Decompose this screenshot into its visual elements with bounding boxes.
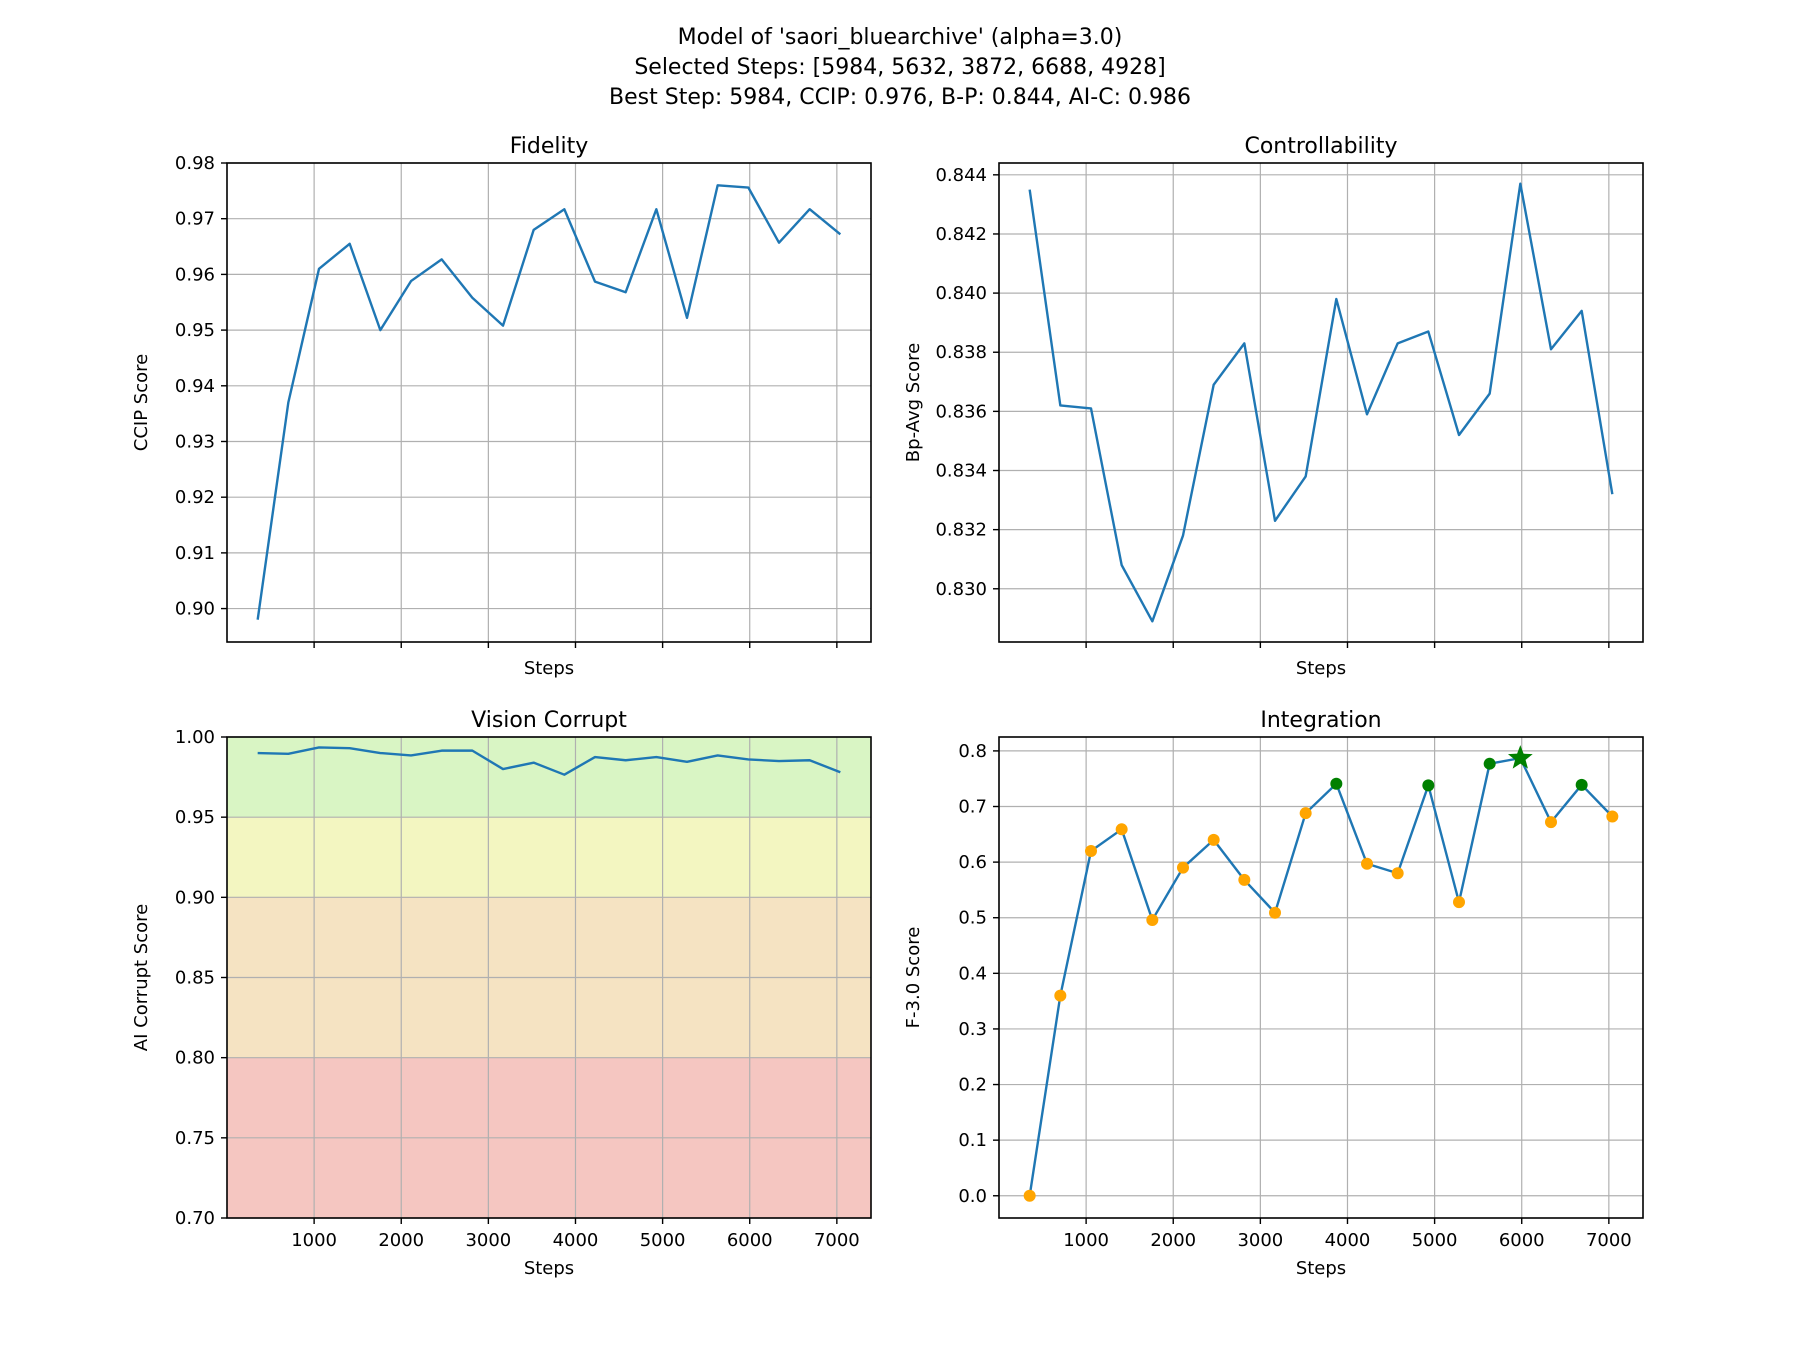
controllability-ytick-label-4: 0.838 — [935, 342, 987, 363]
controllability-xlabel: Steps — [1296, 658, 1346, 679]
controllability-series-line — [1028, 182, 1614, 623]
vision-corrupt-ytick-label-5: 0.95 — [175, 807, 215, 828]
suptitle-line-2: Selected Steps: [5984, 5632, 3872, 6688,… — [634, 55, 1165, 80]
integration-point-7 — [1238, 873, 1251, 886]
vision-corrupt-ytick-label-2: 0.80 — [175, 1048, 215, 1069]
integration-point-17 — [1545, 816, 1557, 829]
integration-point-8 — [1269, 906, 1281, 919]
fidelity-ytick-label-0: 0.90 — [175, 599, 215, 620]
integration-ytick-label-8: 0.8 — [958, 741, 987, 762]
vision-corrupt-title: Vision Corrupt — [471, 708, 627, 733]
integration-ytick-label-5: 0.5 — [958, 908, 987, 929]
controllability-axes-frame — [998, 162, 1644, 643]
integration-point-selected-13 — [1422, 779, 1435, 792]
controllability-ytick-label-7: 0.844 — [935, 165, 987, 186]
fidelity-title: Fidelity — [510, 134, 589, 159]
integration-xtick-label-2: 3000 — [1237, 1230, 1283, 1251]
vision-corrupt-ytick-label-4: 0.90 — [175, 887, 215, 908]
integration-point-selected-18 — [1575, 778, 1588, 791]
integration-point-2 — [1085, 844, 1097, 857]
integration-xtick-label-5: 6000 — [1499, 1230, 1545, 1251]
integration-point-12 — [1391, 867, 1404, 880]
suptitle-line-1: Model of 'saori_bluearchive' (alpha=3.0) — [678, 25, 1123, 50]
integration-ytick-label-3: 0.3 — [958, 1019, 987, 1040]
fidelity-ytick-label-8: 0.98 — [175, 153, 215, 174]
vision-corrupt-xtick-label-5: 6000 — [727, 1230, 773, 1251]
controllability-ytick-label-3: 0.836 — [935, 401, 987, 422]
integration-point-1 — [1054, 989, 1067, 1002]
fidelity-axes-frame — [226, 162, 872, 643]
fidelity-ytick-label-3: 0.93 — [175, 431, 215, 452]
fidelity-series-line — [256, 184, 842, 620]
integration-point-selected-15 — [1483, 757, 1496, 770]
integration-point-3 — [1115, 823, 1128, 836]
fidelity-chart: 0.90 0.91 0.92 0.93 0.94 0.95 0.96 0.97 0.98 Fide… — [131, 134, 872, 679]
controllability-ytick-label-0: 0.830 — [935, 579, 987, 600]
subplot-grid: 0.90 0.91 0.92 0.93 0.94 0.95 0.96 0.97 0.98 Fide… — [131, 134, 1644, 1279]
integration-point-0 — [1023, 1189, 1036, 1202]
integration-ytick-label-0: 0.0 — [958, 1186, 987, 1207]
integration-point-5 — [1177, 861, 1189, 874]
vision-corrupt-ytick-label-3: 0.85 — [175, 968, 215, 989]
fidelity-ytick-label-2: 0.92 — [175, 487, 215, 508]
integration-xtick-label-1: 2000 — [1150, 1230, 1196, 1251]
controllability-ytick-label-1: 0.832 — [935, 520, 987, 541]
vision-corrupt-chart: 1000 2000 3000 4000 5000 6000 7000 0.70 0.75 0.80… — [131, 708, 872, 1279]
fidelity-ytick-label-5: 0.95 — [175, 320, 215, 341]
vision-corrupt-ytick-label-0: 0.70 — [175, 1208, 215, 1229]
integration-ytick-label-7: 0.7 — [958, 797, 987, 818]
vision-corrupt-band-1 — [227, 817, 871, 898]
integration-point-9 — [1299, 807, 1312, 820]
vision-corrupt-xlabel: Steps — [524, 1258, 574, 1279]
vision-corrupt-xtick-label-3: 4000 — [553, 1230, 599, 1251]
suptitle: Model of 'saori_bluearchive' (alpha=3.0)… — [609, 25, 1191, 110]
controllability-ylabel: Bp-Avg Score — [903, 343, 924, 462]
fidelity-ylabel: CCIP Score — [131, 354, 152, 451]
vision-corrupt-xtick-label-6: 7000 — [814, 1230, 860, 1251]
integration-xtick-label-3: 4000 — [1325, 1230, 1371, 1251]
integration-ytick-label-1: 0.1 — [958, 1130, 987, 1151]
integration-xtick-label-4: 5000 — [1412, 1230, 1458, 1251]
controllability-ytick-label-2: 0.834 — [935, 461, 987, 482]
integration-title: Integration — [1260, 708, 1381, 733]
vision-corrupt-xtick-label-0: 1000 — [291, 1230, 337, 1251]
fidelity-ytick-label-7: 0.97 — [175, 209, 215, 230]
integration-point-14 — [1453, 896, 1465, 909]
vision-corrupt-band-0 — [227, 737, 871, 818]
integration-best-star-marker — [1507, 745, 1533, 769]
controllability-title: Controllability — [1244, 134, 1397, 159]
vision-corrupt-xtick-label-1: 2000 — [378, 1230, 424, 1251]
integration-axes-frame — [998, 736, 1644, 1219]
integration-point-selected-10 — [1330, 777, 1343, 790]
vision-corrupt-series-line — [257, 746, 841, 776]
integration-point-6 — [1207, 833, 1220, 846]
integration-ytick-label-6: 0.6 — [958, 852, 987, 873]
integration-chart: 1000 2000 3000 4000 5000 6000 7000 0.0 0.1 0.2 0.3… — [903, 708, 1644, 1279]
integration-ylabel: F-3.0 Score — [903, 927, 924, 1029]
controllability-ytick-label-6: 0.842 — [935, 224, 987, 245]
fidelity-ytick-label-4: 0.94 — [175, 376, 215, 397]
suptitle-line-3: Best Step: 5984, CCIP: 0.976, B-P: 0.844… — [609, 85, 1191, 110]
integration-point-11 — [1361, 857, 1373, 870]
fidelity-xlabel: Steps — [524, 658, 574, 679]
fidelity-ytick-label-1: 0.91 — [175, 543, 215, 564]
controllability-chart: 0.830 0.832 0.834 0.836 0.838 0.840 0.842 0.844… — [903, 134, 1644, 679]
vision-corrupt-ylabel: AI Corrupt Score — [131, 904, 152, 1051]
vision-corrupt-xtick-label-2: 3000 — [465, 1230, 511, 1251]
vision-corrupt-ytick-label-6: 1.00 — [175, 727, 215, 748]
integration-point-19 — [1606, 810, 1619, 823]
controllability-ytick-label-5: 0.840 — [935, 283, 987, 304]
vision-corrupt-ytick-label-1: 0.75 — [175, 1128, 215, 1149]
vision-corrupt-xtick-label-4: 5000 — [640, 1230, 686, 1251]
fidelity-ytick-label-6: 0.96 — [175, 264, 215, 285]
integration-ytick-label-2: 0.2 — [958, 1075, 987, 1096]
integration-series-line — [1028, 756, 1614, 1196]
integration-xtick-label-6: 7000 — [1586, 1230, 1632, 1251]
integration-xlabel: Steps — [1296, 1258, 1346, 1279]
integration-xtick-label-0: 1000 — [1063, 1230, 1109, 1251]
integration-point-4 — [1146, 913, 1159, 926]
integration-ytick-label-4: 0.4 — [958, 963, 987, 984]
